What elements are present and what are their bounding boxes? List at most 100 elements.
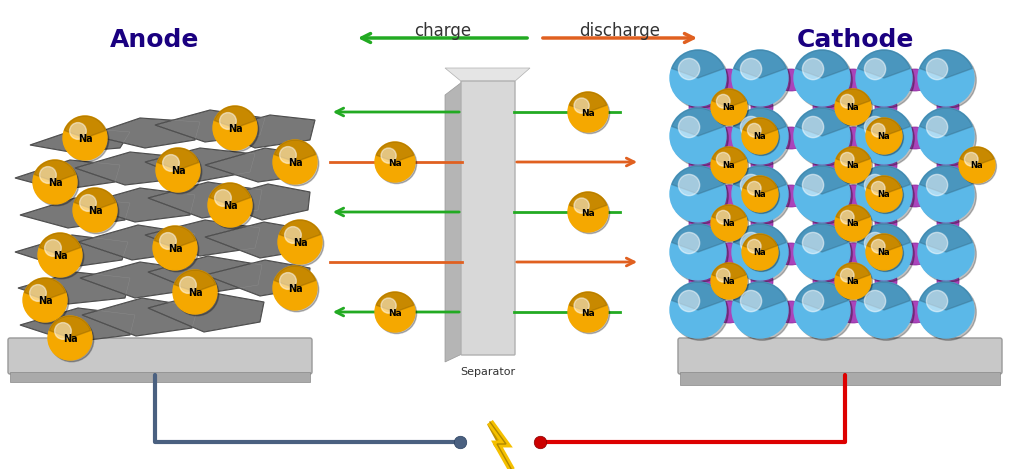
Text: Na: Na <box>754 190 766 199</box>
Circle shape <box>742 234 779 270</box>
Circle shape <box>732 282 788 338</box>
FancyBboxPatch shape <box>678 338 1002 374</box>
Polygon shape <box>18 272 130 304</box>
Text: Cathode: Cathode <box>796 28 914 52</box>
Circle shape <box>961 149 996 184</box>
Wedge shape <box>796 108 848 136</box>
Circle shape <box>712 265 749 301</box>
Circle shape <box>63 116 107 160</box>
Circle shape <box>45 240 61 257</box>
Ellipse shape <box>836 301 870 323</box>
Polygon shape <box>210 184 310 220</box>
Circle shape <box>712 91 749 127</box>
Circle shape <box>872 123 885 137</box>
Circle shape <box>30 285 46 301</box>
Circle shape <box>279 222 323 266</box>
Ellipse shape <box>774 185 808 207</box>
Text: Na: Na <box>228 124 242 134</box>
Circle shape <box>735 110 790 166</box>
Polygon shape <box>30 128 130 152</box>
Wedge shape <box>733 224 787 252</box>
Wedge shape <box>743 118 776 136</box>
Text: Na: Na <box>581 108 595 118</box>
Circle shape <box>741 290 762 312</box>
Text: Na: Na <box>754 249 766 257</box>
Circle shape <box>872 239 885 253</box>
Circle shape <box>837 149 873 184</box>
Polygon shape <box>680 372 1000 385</box>
Ellipse shape <box>898 243 932 265</box>
Ellipse shape <box>836 69 870 91</box>
Ellipse shape <box>751 207 773 239</box>
Circle shape <box>50 318 94 362</box>
Circle shape <box>273 266 317 310</box>
Wedge shape <box>376 292 413 312</box>
Wedge shape <box>672 108 724 136</box>
Text: Na: Na <box>48 178 62 188</box>
Ellipse shape <box>690 91 711 123</box>
Circle shape <box>858 110 915 166</box>
Wedge shape <box>743 234 776 252</box>
Circle shape <box>75 190 119 234</box>
Circle shape <box>868 235 903 272</box>
Text: Na: Na <box>223 201 237 211</box>
Circle shape <box>375 142 415 182</box>
Polygon shape <box>80 262 196 298</box>
Circle shape <box>735 168 790 224</box>
Ellipse shape <box>875 149 897 181</box>
Ellipse shape <box>898 301 932 323</box>
Text: Na: Na <box>847 103 859 113</box>
Polygon shape <box>145 148 255 182</box>
Circle shape <box>160 233 176 250</box>
Wedge shape <box>796 282 848 310</box>
Circle shape <box>858 284 915 340</box>
Circle shape <box>381 148 396 163</box>
Circle shape <box>856 50 911 106</box>
Polygon shape <box>148 292 264 332</box>
FancyBboxPatch shape <box>461 81 515 355</box>
Text: Separator: Separator <box>460 367 516 377</box>
Text: Na: Na <box>722 161 736 170</box>
Circle shape <box>672 284 728 340</box>
Circle shape <box>744 235 780 272</box>
Text: Na: Na <box>722 277 736 287</box>
Circle shape <box>574 98 589 113</box>
Circle shape <box>927 290 947 312</box>
Text: Anode: Anode <box>110 28 199 52</box>
Text: discharge: discharge <box>579 22 661 40</box>
Circle shape <box>858 52 915 108</box>
Circle shape <box>180 277 196 293</box>
Ellipse shape <box>875 91 897 123</box>
Circle shape <box>712 206 749 242</box>
Wedge shape <box>712 147 746 165</box>
Circle shape <box>73 188 117 232</box>
Circle shape <box>208 183 252 227</box>
Circle shape <box>670 224 726 280</box>
Circle shape <box>678 174 700 196</box>
Circle shape <box>678 116 700 138</box>
Wedge shape <box>920 166 972 194</box>
Circle shape <box>381 298 396 313</box>
Circle shape <box>965 152 978 166</box>
Text: Na: Na <box>581 309 595 318</box>
Circle shape <box>732 108 788 164</box>
Circle shape <box>868 120 903 155</box>
Circle shape <box>672 168 728 224</box>
Circle shape <box>70 122 86 139</box>
Wedge shape <box>672 224 724 252</box>
Ellipse shape <box>836 127 870 149</box>
Circle shape <box>735 52 790 108</box>
Wedge shape <box>672 282 724 310</box>
Wedge shape <box>857 50 910 78</box>
Text: Na: Na <box>168 244 182 254</box>
Circle shape <box>568 292 608 332</box>
Wedge shape <box>796 166 848 194</box>
Polygon shape <box>205 222 310 258</box>
Circle shape <box>38 233 82 277</box>
Circle shape <box>796 284 852 340</box>
Circle shape <box>802 59 824 80</box>
Circle shape <box>732 50 788 106</box>
Wedge shape <box>857 282 910 310</box>
Circle shape <box>744 120 780 155</box>
Polygon shape <box>145 220 260 256</box>
